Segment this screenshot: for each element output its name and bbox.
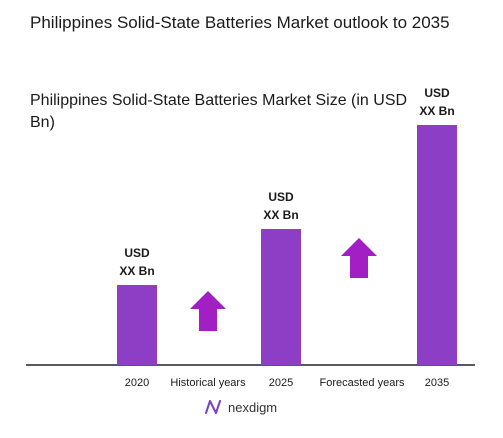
brand-logo: nexdigm <box>204 396 277 418</box>
page-title: Philippines Solid-State Batteries Market… <box>30 13 450 32</box>
brand-logo-text: nexdigm <box>228 399 278 415</box>
chart-subtitle: Philippines Solid-State Batteries Market… <box>30 92 408 131</box>
nexdigm-logo-icon <box>205 400 221 414</box>
x-tick-label-2025: 2025 <box>269 377 293 389</box>
up-arrow-icon-2 <box>341 238 377 278</box>
bar-2020 <box>117 285 157 365</box>
period-label-historical: Historical years <box>170 377 246 389</box>
bar-2035 <box>417 125 457 365</box>
up-arrow-icon-1 <box>190 291 226 331</box>
x-tick-label-2035: 2035 <box>425 377 449 389</box>
data-label-currency-2035: USD <box>424 86 450 100</box>
data-label-currency-2020: USD <box>124 246 150 260</box>
x-tick-label-2020: 2020 <box>125 377 149 389</box>
data-label-value-2025: XX Bn <box>263 208 298 222</box>
data-label-value-2020: XX Bn <box>119 264 154 278</box>
bar-2025 <box>261 229 301 365</box>
data-label-value-2035: XX Bn <box>419 104 454 118</box>
data-label-currency-2025: USD <box>268 190 294 204</box>
period-label-forecasted: Forecasted years <box>320 377 405 389</box>
